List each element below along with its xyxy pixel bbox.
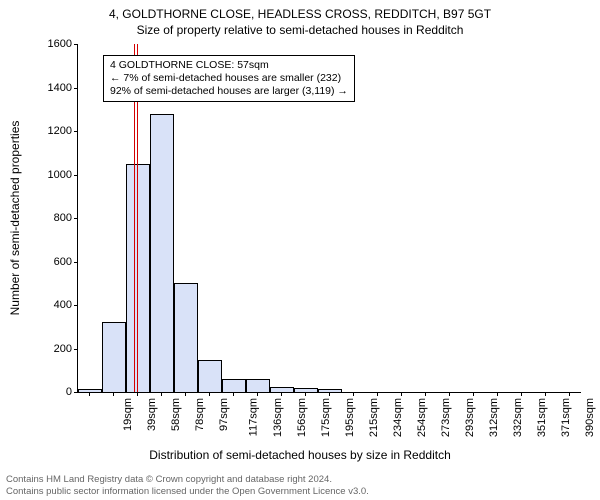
y-tick-mark [74, 218, 78, 219]
histogram-bar [150, 114, 174, 392]
x-tick-mark [161, 392, 162, 396]
figure: 4, GOLDTHORNE CLOSE, HEADLESS CROSS, RED… [0, 0, 600, 500]
y-tick-mark [74, 349, 78, 350]
y-tick-mark [74, 262, 78, 263]
x-tick-mark [137, 392, 138, 396]
x-tick-mark [89, 392, 90, 396]
x-tick-label: 195sqm [344, 398, 356, 437]
histogram-bar [78, 389, 102, 392]
x-tick-mark [113, 392, 114, 396]
x-tick-mark [401, 392, 402, 396]
x-tick-mark [377, 392, 378, 396]
title-line-1: 4, GOLDTHORNE CLOSE, HEADLESS CROSS, RED… [0, 7, 600, 21]
x-tick-label: 58sqm [170, 398, 182, 431]
x-tick-mark [497, 392, 498, 396]
x-tick-label: 234sqm [392, 398, 404, 437]
y-tick-mark [74, 88, 78, 89]
y-tick-mark [74, 175, 78, 176]
x-tick-label: 332sqm [512, 398, 524, 437]
histogram-bar [174, 283, 198, 392]
histogram-bar [222, 379, 246, 392]
annotation-line-1: 4 GOLDTHORNE CLOSE: 57sqm [110, 59, 348, 72]
x-tick-label: 371sqm [560, 398, 572, 437]
histogram-bar [246, 379, 270, 392]
x-tick-label: 156sqm [296, 398, 308, 437]
histogram-bar [198, 360, 222, 392]
x-tick-mark [569, 392, 570, 396]
annotation-box: 4 GOLDTHORNE CLOSE: 57sqm ← 7% of semi-d… [103, 55, 355, 102]
footer-line-1: Contains HM Land Registry data © Crown c… [6, 474, 369, 485]
x-tick-mark [329, 392, 330, 396]
x-tick-label: 39sqm [146, 398, 158, 431]
annotation-line-3: 92% of semi-detached houses are larger (… [110, 85, 348, 98]
x-tick-label: 273sqm [440, 398, 452, 437]
x-tick-mark [449, 392, 450, 396]
y-tick-mark [74, 305, 78, 306]
x-tick-mark [521, 392, 522, 396]
histogram-bar [102, 322, 126, 392]
x-tick-label: 254sqm [416, 398, 428, 437]
x-tick-mark [353, 392, 354, 396]
x-tick-label: 293sqm [464, 398, 476, 437]
x-axis-label: Distribution of semi-detached houses by … [0, 448, 600, 462]
x-tick-mark [233, 392, 234, 396]
x-tick-mark [305, 392, 306, 396]
x-tick-mark [209, 392, 210, 396]
x-tick-label: 97sqm [218, 398, 230, 431]
title-line-2: Size of property relative to semi-detach… [0, 23, 600, 37]
x-tick-mark [281, 392, 282, 396]
x-tick-label: 351sqm [536, 398, 548, 437]
x-tick-label: 117sqm [247, 398, 259, 436]
x-tick-mark [257, 392, 258, 396]
x-tick-mark [545, 392, 546, 396]
x-tick-label: 19sqm [122, 398, 134, 431]
y-axis-label: Number of semi-detached properties [8, 121, 22, 316]
y-tick-mark [74, 131, 78, 132]
y-tick-mark [74, 44, 78, 45]
x-tick-label: 78sqm [194, 398, 206, 431]
histogram-bar [318, 389, 342, 392]
x-tick-mark [473, 392, 474, 396]
footer-attribution: Contains HM Land Registry data © Crown c… [6, 474, 369, 497]
histogram-bar [294, 388, 318, 392]
x-tick-label: 175sqm [320, 398, 332, 437]
annotation-line-2: ← 7% of semi-detached houses are smaller… [110, 72, 348, 85]
histogram-bar [270, 387, 294, 392]
y-tick-mark [74, 392, 78, 393]
x-tick-mark [425, 392, 426, 396]
footer-line-2: Contains public sector information licen… [6, 486, 369, 497]
x-tick-label: 215sqm [368, 398, 380, 437]
x-tick-label: 390sqm [584, 398, 596, 437]
x-tick-label: 136sqm [272, 398, 284, 437]
x-tick-mark [185, 392, 186, 396]
x-tick-label: 312sqm [488, 398, 500, 437]
